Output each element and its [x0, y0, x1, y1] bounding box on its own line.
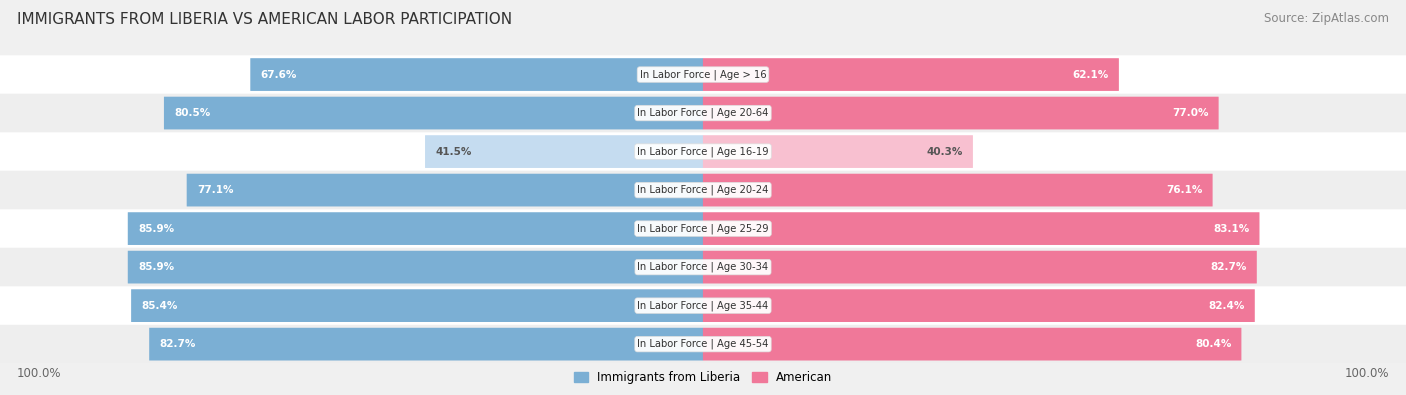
FancyBboxPatch shape	[0, 248, 1406, 286]
Text: 67.6%: 67.6%	[260, 70, 297, 79]
Text: 85.9%: 85.9%	[138, 224, 174, 233]
Text: 85.4%: 85.4%	[141, 301, 177, 310]
Text: 41.5%: 41.5%	[436, 147, 471, 156]
FancyBboxPatch shape	[250, 58, 703, 91]
Text: 82.7%: 82.7%	[1211, 262, 1247, 272]
Text: In Labor Force | Age 20-64: In Labor Force | Age 20-64	[637, 108, 769, 118]
FancyBboxPatch shape	[131, 289, 703, 322]
FancyBboxPatch shape	[703, 97, 1219, 130]
Text: 85.9%: 85.9%	[138, 262, 174, 272]
Legend: Immigrants from Liberia, American: Immigrants from Liberia, American	[569, 366, 837, 388]
FancyBboxPatch shape	[128, 251, 703, 284]
FancyBboxPatch shape	[128, 212, 703, 245]
Text: 82.7%: 82.7%	[159, 339, 195, 349]
Text: 77.0%: 77.0%	[1173, 108, 1209, 118]
Text: 77.1%: 77.1%	[197, 185, 233, 195]
FancyBboxPatch shape	[149, 328, 703, 361]
FancyBboxPatch shape	[0, 171, 1406, 209]
Text: In Labor Force | Age 20-24: In Labor Force | Age 20-24	[637, 185, 769, 196]
FancyBboxPatch shape	[703, 212, 1260, 245]
Text: IMMIGRANTS FROM LIBERIA VS AMERICAN LABOR PARTICIPATION: IMMIGRANTS FROM LIBERIA VS AMERICAN LABO…	[17, 12, 512, 27]
Text: 80.5%: 80.5%	[174, 108, 211, 118]
FancyBboxPatch shape	[703, 174, 1212, 207]
FancyBboxPatch shape	[0, 325, 1406, 363]
FancyBboxPatch shape	[703, 328, 1241, 361]
Text: 83.1%: 83.1%	[1213, 224, 1250, 233]
Text: In Labor Force | Age > 16: In Labor Force | Age > 16	[640, 69, 766, 80]
FancyBboxPatch shape	[165, 97, 703, 130]
FancyBboxPatch shape	[0, 132, 1406, 171]
FancyBboxPatch shape	[0, 286, 1406, 325]
Text: In Labor Force | Age 30-34: In Labor Force | Age 30-34	[637, 262, 769, 273]
FancyBboxPatch shape	[425, 135, 703, 168]
Text: In Labor Force | Age 16-19: In Labor Force | Age 16-19	[637, 146, 769, 157]
FancyBboxPatch shape	[187, 174, 703, 207]
Text: 82.4%: 82.4%	[1208, 301, 1244, 310]
Text: In Labor Force | Age 35-44: In Labor Force | Age 35-44	[637, 300, 769, 311]
FancyBboxPatch shape	[0, 209, 1406, 248]
Text: 40.3%: 40.3%	[927, 147, 963, 156]
FancyBboxPatch shape	[703, 58, 1119, 91]
FancyBboxPatch shape	[703, 251, 1257, 284]
FancyBboxPatch shape	[0, 94, 1406, 132]
Text: 62.1%: 62.1%	[1073, 70, 1109, 79]
Text: In Labor Force | Age 45-54: In Labor Force | Age 45-54	[637, 339, 769, 350]
Text: Source: ZipAtlas.com: Source: ZipAtlas.com	[1264, 12, 1389, 25]
FancyBboxPatch shape	[703, 135, 973, 168]
Text: In Labor Force | Age 25-29: In Labor Force | Age 25-29	[637, 223, 769, 234]
FancyBboxPatch shape	[0, 55, 1406, 94]
Text: 76.1%: 76.1%	[1166, 185, 1202, 195]
Text: 80.4%: 80.4%	[1195, 339, 1232, 349]
Text: 100.0%: 100.0%	[1344, 367, 1389, 380]
Text: 100.0%: 100.0%	[17, 367, 62, 380]
FancyBboxPatch shape	[703, 289, 1254, 322]
